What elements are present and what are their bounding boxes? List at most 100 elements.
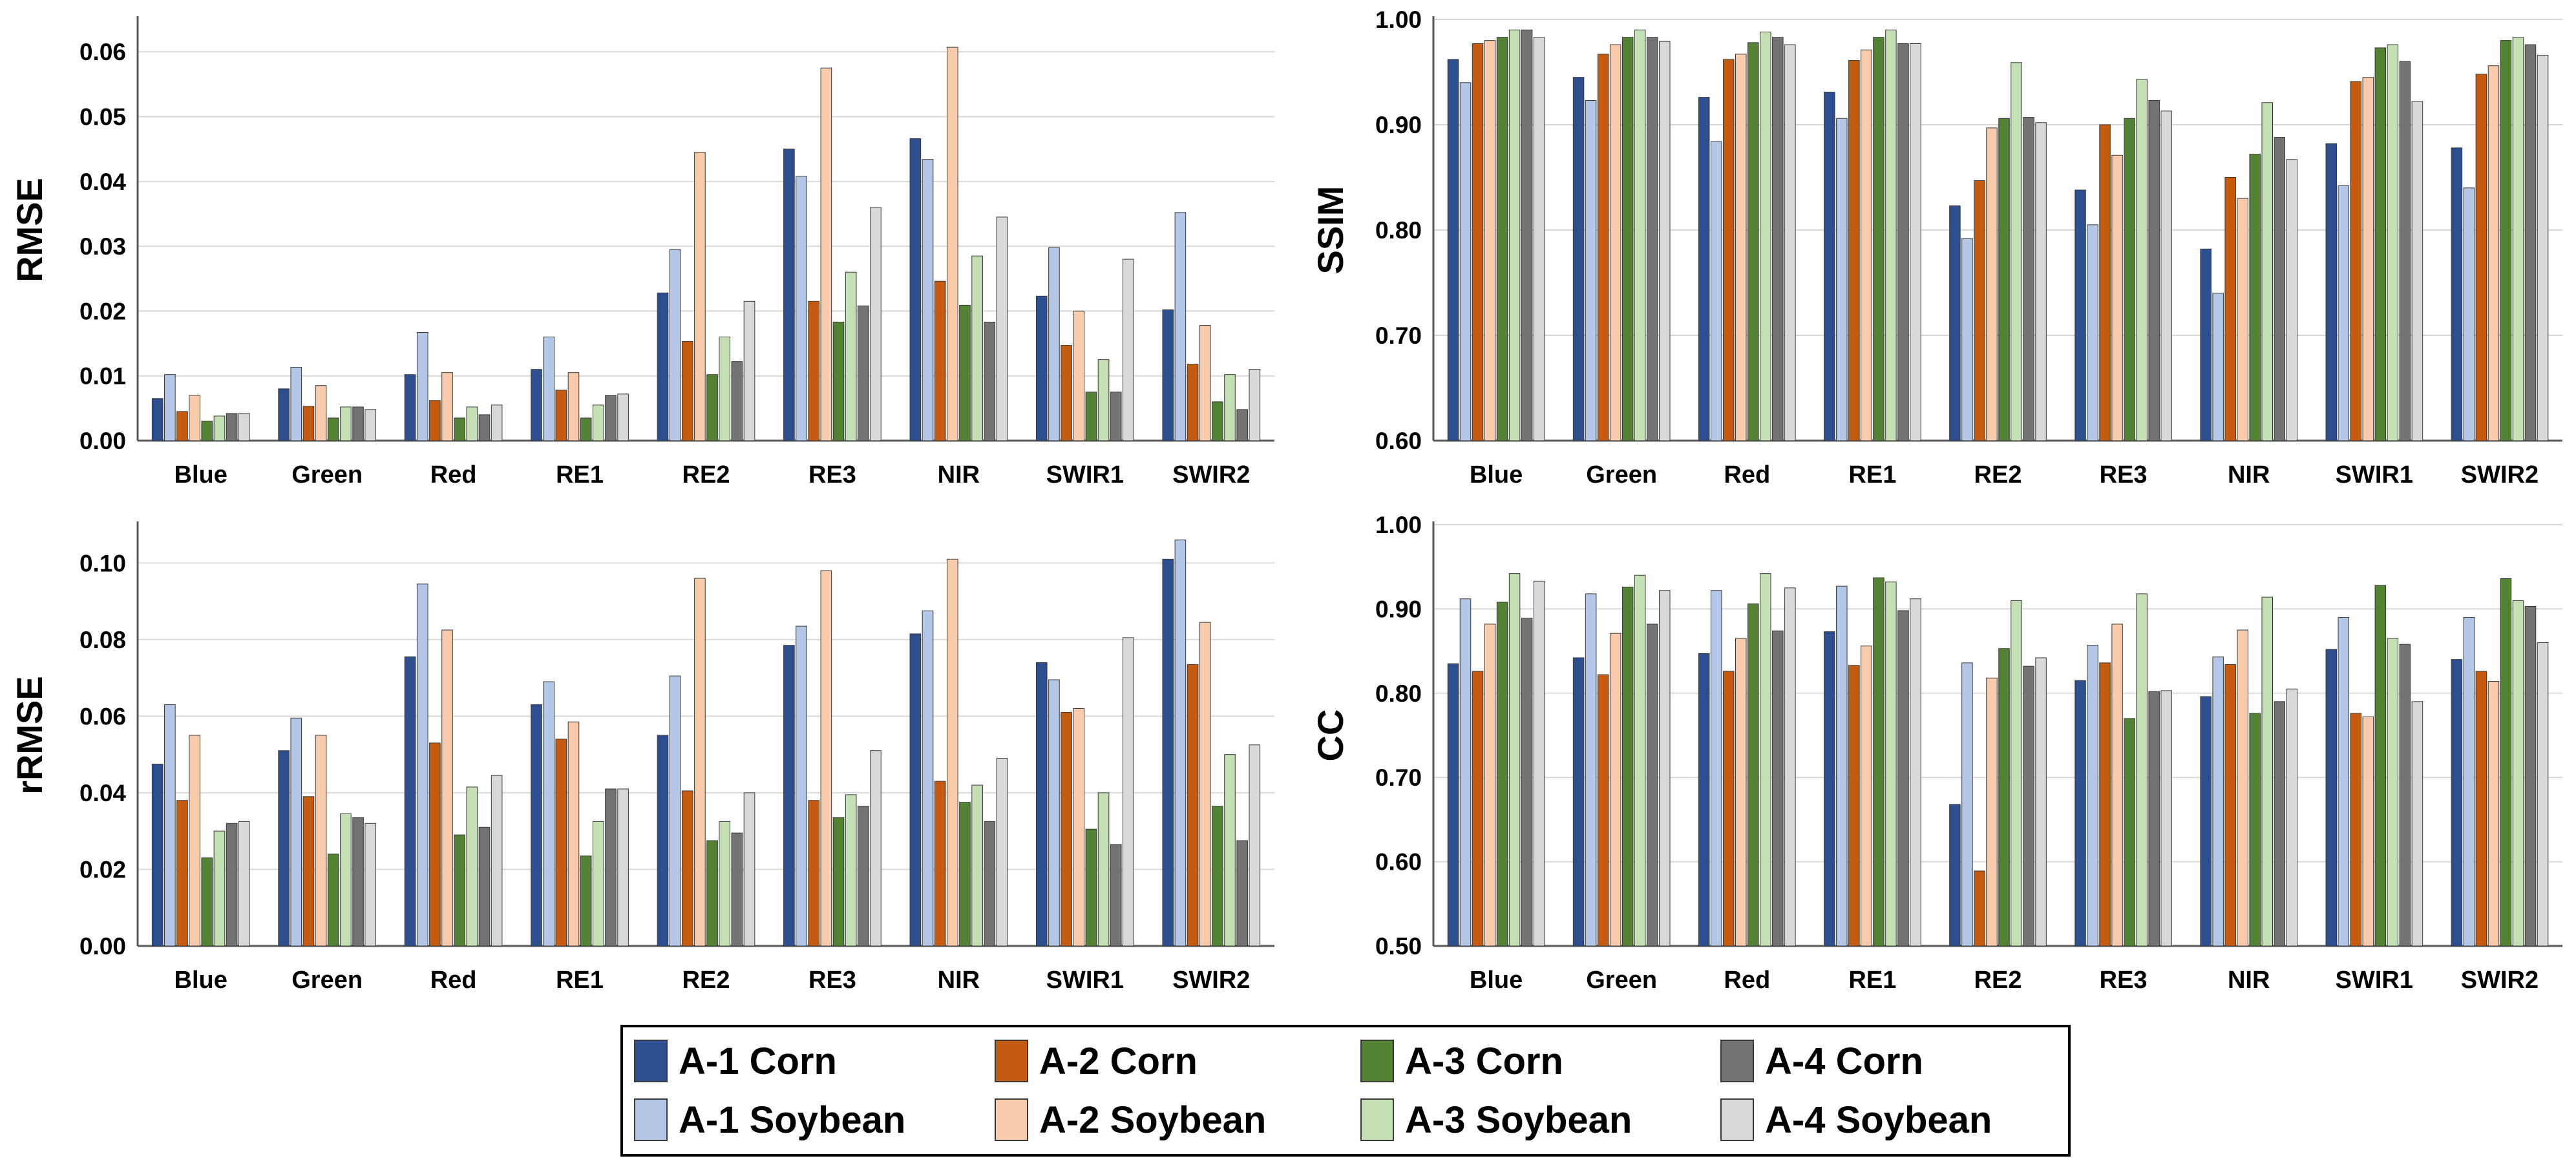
bar (2350, 81, 2362, 441)
legend-swatch (634, 1098, 668, 1141)
bar (1836, 585, 1848, 947)
category-label: RE3 (808, 461, 856, 488)
bar (429, 400, 441, 441)
bar (1236, 840, 1248, 947)
bar (2387, 44, 2399, 441)
bar (1085, 392, 1097, 441)
y-tick-label: 0.05 (79, 103, 126, 130)
bar (796, 176, 807, 441)
category-label: NIR (938, 967, 980, 994)
bar (2200, 696, 2212, 947)
bar (2160, 110, 2172, 441)
bar (1621, 37, 1634, 441)
bar (1521, 29, 1533, 441)
bar (1998, 118, 2010, 441)
legend-label: A-4 Soybean (1765, 1099, 1992, 1141)
y-tick-label: 1.00 (1375, 512, 1422, 538)
category-label: NIR (2228, 461, 2270, 488)
legend-swatch (1360, 1040, 1394, 1082)
bar (1848, 60, 1860, 441)
bar (2411, 101, 2423, 441)
bar (302, 796, 315, 947)
bar (441, 629, 453, 947)
bar (1722, 671, 1735, 947)
bar (238, 821, 250, 947)
bar (1735, 638, 1747, 947)
legend: A-1 Corn A-1 Soybean A-2 Corn A-2 Soybean A-… (620, 1025, 2071, 1157)
category-label: RE2 (682, 967, 730, 994)
bar (2136, 79, 2148, 441)
bar (491, 775, 503, 947)
bar (2075, 189, 2086, 441)
category-label: SWIR1 (1046, 967, 1124, 994)
bar (340, 406, 352, 441)
bar (1646, 624, 1658, 947)
bar (1698, 653, 1710, 947)
y-tick-label: 0.04 (79, 169, 126, 195)
chart-panel-rrmse: 0.00 0.02 0.04 0.06 0.08 0.10 rRMSE Blue Green Re… (9, 521, 1274, 994)
bar (1212, 806, 1223, 947)
bar (1249, 369, 1261, 441)
category-label: Green (1586, 461, 1657, 488)
bar (694, 578, 706, 947)
bar (681, 790, 693, 947)
bar (1772, 37, 1784, 441)
bar (404, 374, 416, 441)
category-label: RE2 (682, 461, 730, 488)
legend-label: A-1 Soybean (679, 1099, 905, 1141)
bar (1533, 37, 1545, 441)
bar (1824, 631, 1835, 947)
bar (1861, 49, 1872, 441)
bar (743, 300, 755, 441)
bar (1897, 610, 1909, 947)
bar (1572, 657, 1585, 947)
bar (1760, 32, 1771, 441)
bar (934, 280, 946, 441)
chart-panel-ssim: 0.60 0.70 0.80 0.90 1.00 SSIM Blue Green Red RE1 R… (1310, 6, 2562, 488)
category-label: SWIR2 (2461, 461, 2539, 488)
bar (996, 758, 1008, 947)
bar (605, 395, 617, 441)
bar (2451, 659, 2463, 947)
bar (327, 854, 339, 947)
bar (2035, 122, 2047, 441)
bar (845, 271, 857, 441)
bar (176, 800, 188, 947)
bar (531, 704, 542, 947)
category-label: RE1 (556, 461, 604, 488)
bar (2537, 642, 2549, 947)
bar (1897, 43, 1909, 441)
bar (959, 802, 971, 947)
bar (2524, 605, 2537, 947)
bar (808, 800, 820, 947)
bar (2362, 77, 2374, 441)
bar (580, 417, 592, 441)
category-label: SWIR2 (2461, 967, 2539, 994)
bar (2136, 593, 2148, 947)
y-axis-label: SSIM (1310, 186, 1351, 275)
bar (1961, 662, 1973, 947)
category-label: Red (430, 967, 477, 994)
bar (1873, 577, 1884, 947)
legend-swatch (995, 1040, 1028, 1082)
bar (2035, 657, 2047, 947)
bar (922, 159, 934, 441)
bar (213, 415, 226, 441)
bar (909, 138, 922, 441)
y-tick-label: 0.50 (1375, 933, 1422, 960)
bar (1885, 29, 1897, 441)
bar (694, 152, 706, 441)
y-axis-label: rRMSE (9, 676, 50, 795)
bar (1459, 82, 1472, 441)
bar (909, 633, 922, 947)
legend-swatch (634, 1040, 668, 1082)
bar (454, 834, 465, 947)
bar (2087, 644, 2098, 947)
bar (2011, 600, 2022, 947)
bar (226, 413, 238, 441)
bar (783, 645, 795, 947)
bar (555, 739, 567, 947)
bar (1187, 364, 1199, 441)
bar (1048, 247, 1060, 441)
